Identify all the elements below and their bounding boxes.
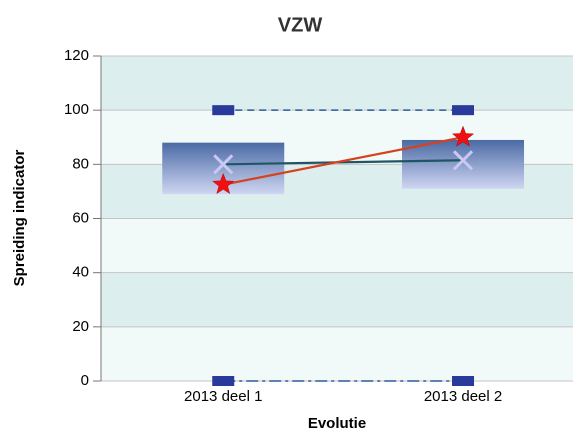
y-tick-label: 20 <box>72 318 89 335</box>
min-marker <box>452 376 475 386</box>
y-tick-label: 120 <box>64 47 89 64</box>
star-marker <box>212 172 235 195</box>
min-marker <box>212 376 235 386</box>
y-tick-label: 80 <box>72 155 89 172</box>
series-line <box>223 159 464 166</box>
chart-title: VZW <box>278 14 323 36</box>
box <box>402 139 525 189</box>
grid-band <box>101 56 573 111</box>
grid-band <box>101 272 573 327</box>
y-tick-label: 40 <box>72 264 89 281</box>
x-tick-label: 2013 deel 2 <box>424 388 502 405</box>
x-marker <box>452 150 474 171</box>
series-line <box>223 136 464 186</box>
y-tick-label: 60 <box>72 209 89 226</box>
y-tick-label: 100 <box>64 101 89 118</box>
x-marker <box>213 154 234 175</box>
star-marker <box>451 125 475 147</box>
max-marker <box>212 105 235 116</box>
x-tick-label: 2013 deel 1 <box>184 388 262 405</box>
y-tick-label: 0 <box>81 372 89 389</box>
max-marker <box>452 105 475 116</box>
y-axis-title: Spreiding indicator <box>11 150 28 287</box>
x-axis-title: Evolutie <box>308 415 366 432</box>
